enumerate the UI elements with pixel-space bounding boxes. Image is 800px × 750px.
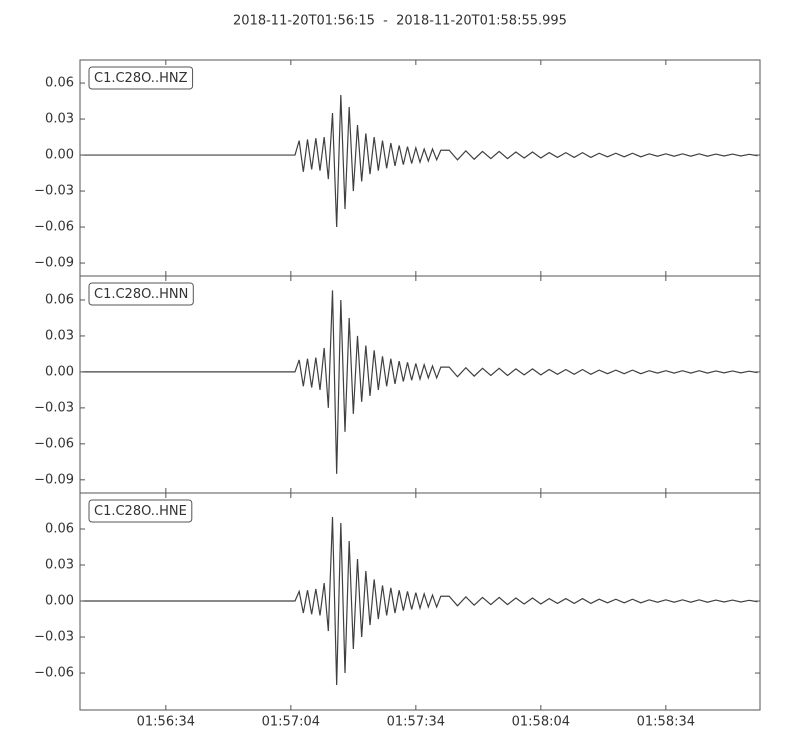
x-tick-label: 01:57:34: [387, 715, 445, 730]
legend-label: C1.C28O..HNZ: [94, 71, 188, 86]
y-tick-label: −0.09: [34, 472, 74, 487]
y-tick-label: −0.06: [34, 220, 74, 235]
x-tick-label: 01:58:34: [637, 715, 695, 730]
x-tick-label: 01:56:34: [137, 715, 195, 730]
y-tick-label: −0.09: [34, 256, 74, 271]
legend-box: [88, 499, 193, 523]
y-tick-label: −0.03: [34, 630, 74, 645]
chart-title: 2018-11-20T01:56:15 - 2018-11-20T01:58:5…: [233, 14, 567, 29]
y-tick-label: 0.06: [45, 76, 74, 91]
y-tick-label: 0.06: [45, 522, 74, 537]
y-tick-label: 0.00: [45, 594, 74, 609]
y-tick-label: 0.03: [45, 558, 74, 573]
y-tick-label: −0.06: [34, 436, 74, 451]
y-tick-label: 0.03: [45, 112, 74, 127]
legend-box: [88, 282, 194, 306]
x-tick-label: 01:57:04: [262, 715, 320, 730]
y-tick-label: −0.03: [34, 400, 74, 415]
legend-box: [88, 66, 194, 90]
y-tick-label: 0.00: [45, 148, 74, 163]
legend-label: C1.C28O..HNN: [94, 287, 188, 302]
legend-label: C1.C28O..HNE: [94, 504, 187, 519]
y-tick-label: −0.03: [34, 184, 74, 199]
waveform: [82, 95, 758, 228]
y-tick-label: −0.06: [34, 666, 74, 681]
y-tick-label: 0.00: [45, 364, 74, 379]
x-tick-label: 01:58:04: [512, 715, 570, 730]
waveform: [82, 290, 758, 474]
waveform: [82, 516, 758, 686]
y-tick-label: 0.03: [45, 328, 74, 343]
y-tick-label: 0.06: [45, 292, 74, 307]
